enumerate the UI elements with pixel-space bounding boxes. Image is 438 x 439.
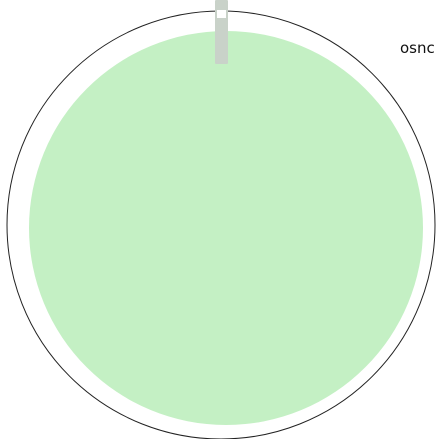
handle-stem	[215, 0, 228, 64]
corner-label: osnc	[400, 39, 435, 57]
handle-icon[interactable]	[215, 0, 228, 64]
fill-disc[interactable]	[29, 31, 423, 425]
handle-notch	[217, 10, 226, 18]
